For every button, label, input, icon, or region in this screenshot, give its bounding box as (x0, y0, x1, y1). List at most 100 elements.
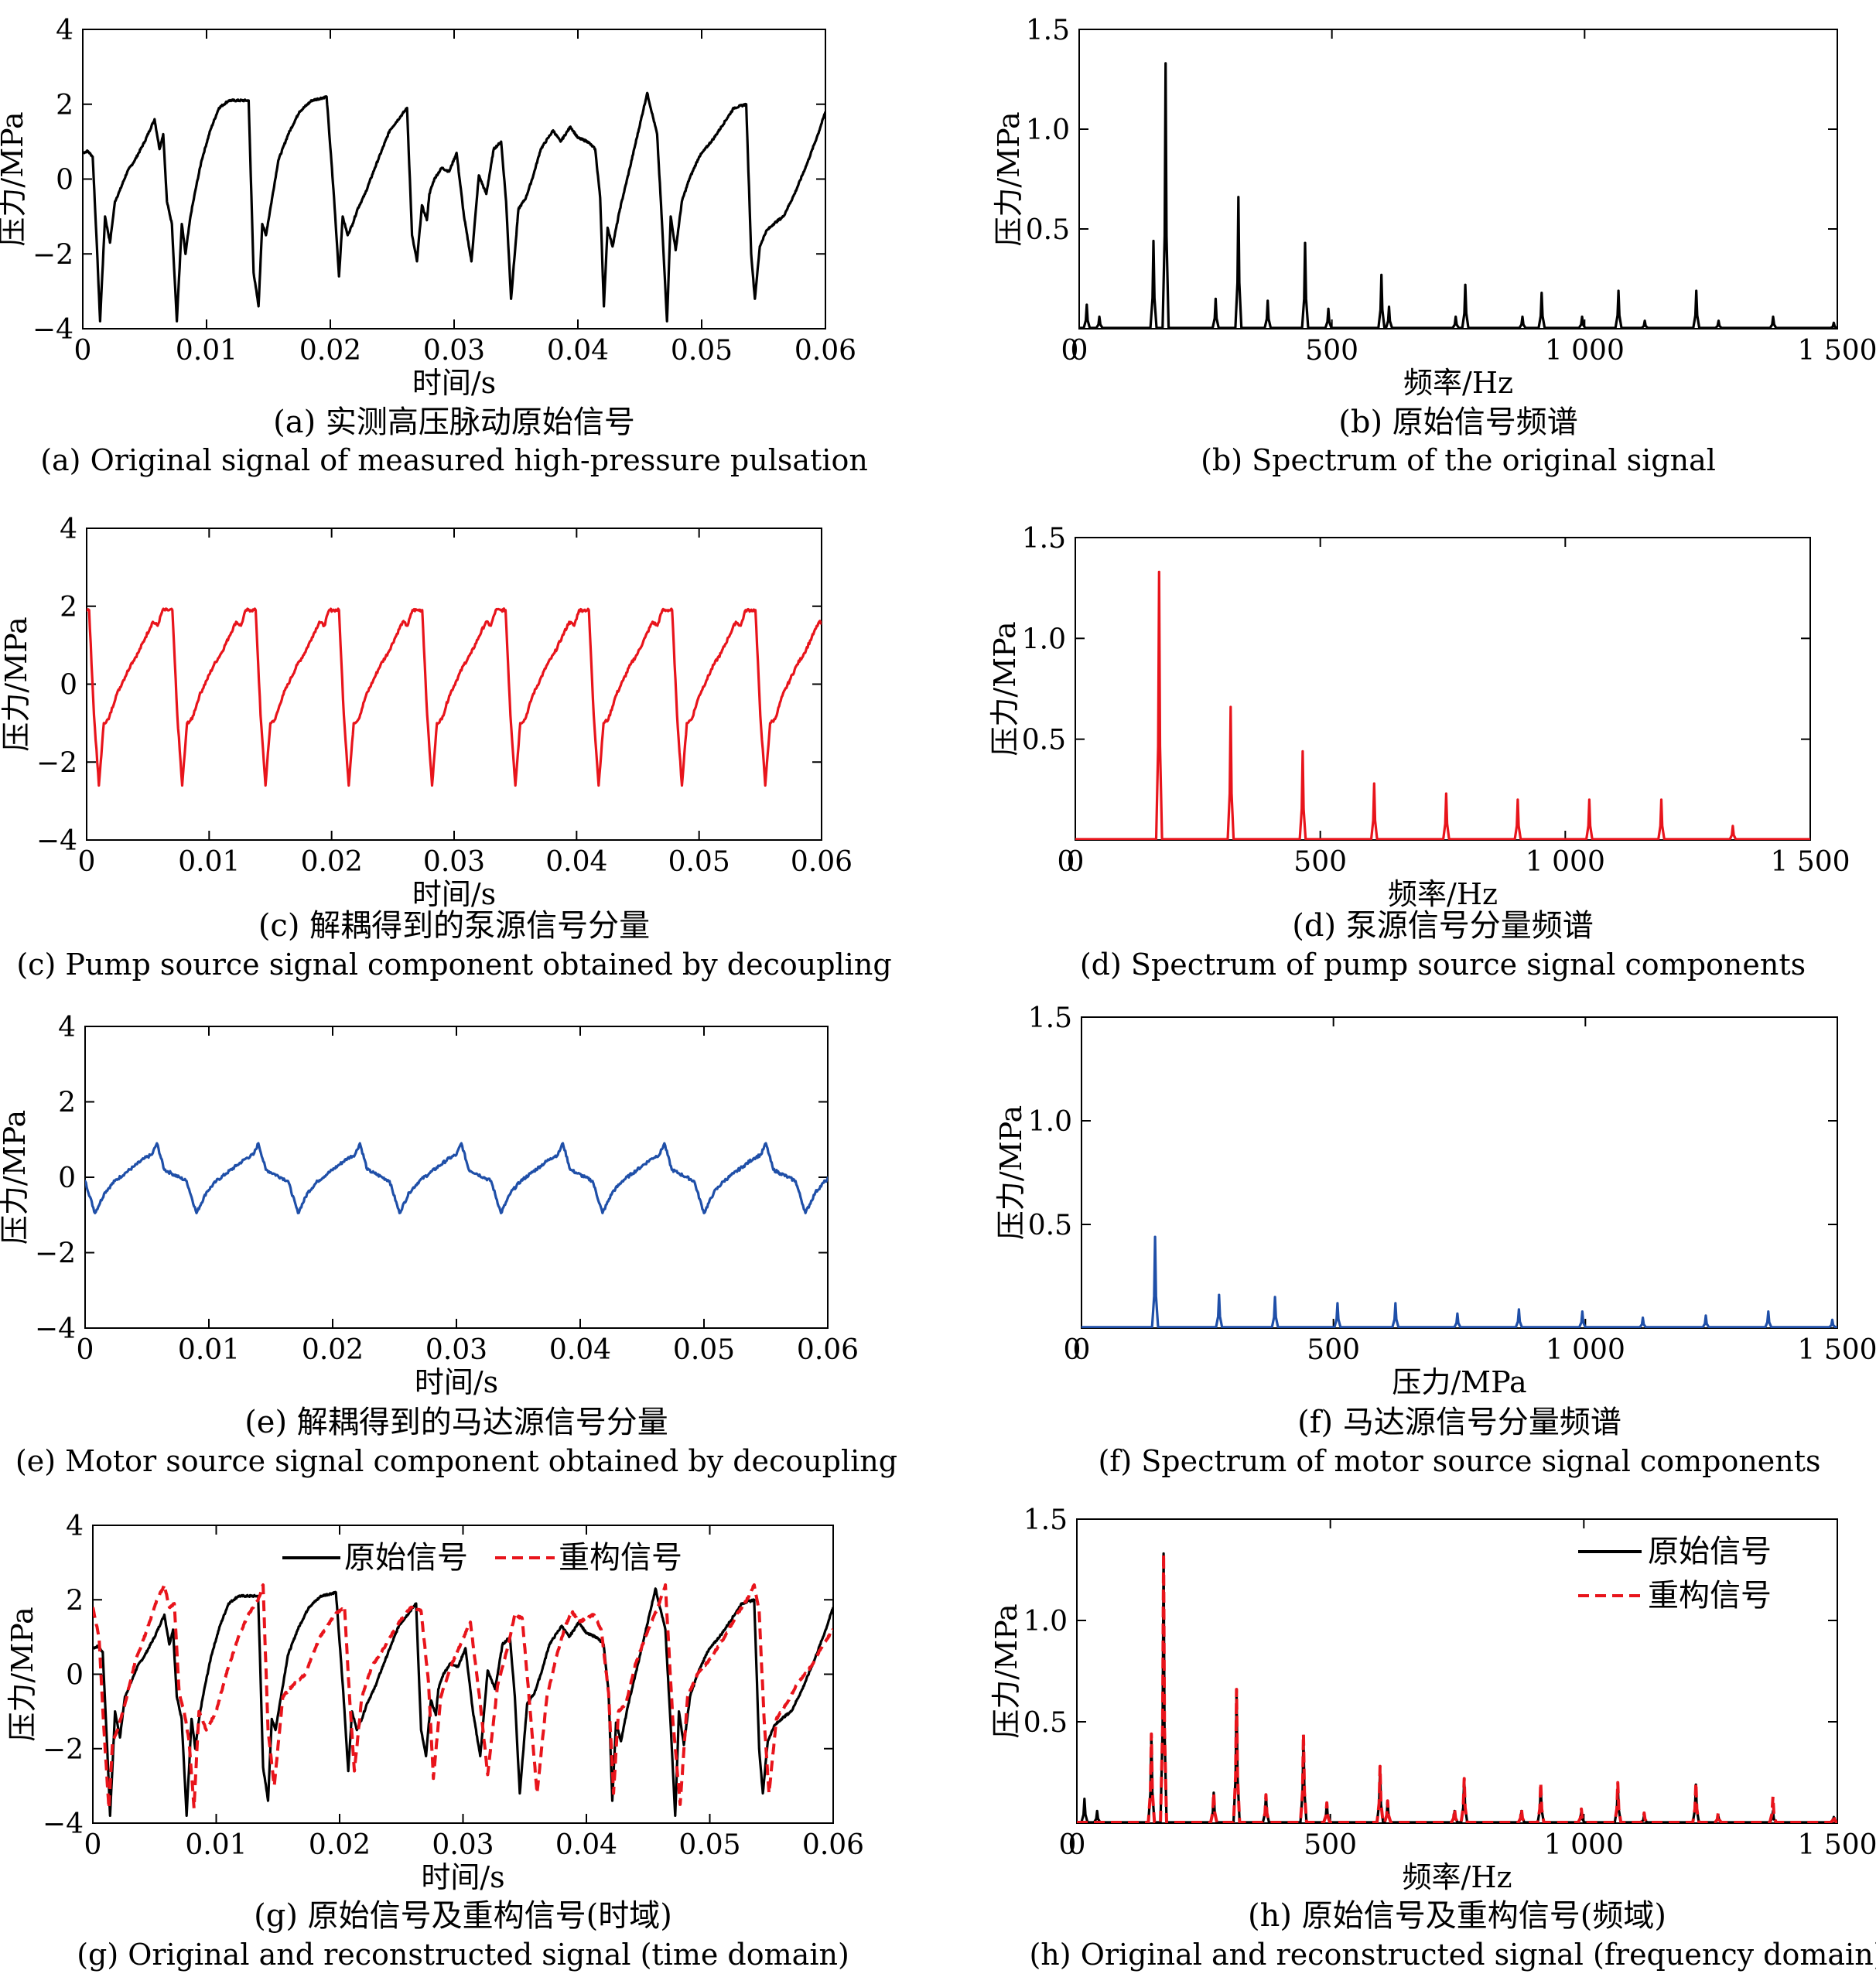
x-tick-label: 0.04 (547, 335, 609, 367)
y-axis-label: 压力/MPa (0, 1110, 32, 1245)
y-tick-label: 4 (60, 514, 77, 545)
x-tick-label: 1 000 (1546, 1334, 1625, 1366)
y-tick-label: 0 (60, 670, 77, 702)
series-e (85, 1142, 828, 1214)
plot-area (1077, 1552, 1837, 1823)
x-tick-label: 0 (84, 1829, 102, 1861)
x-axis-label: 频率/Hz (1388, 877, 1498, 911)
y-tick-label: 4 (66, 1511, 84, 1542)
x-tick-label: 0.05 (671, 335, 733, 367)
axes-frame (84, 1026, 829, 1329)
panel-b: 0 500 1 000 1 500 1.5 1.0 0.5 0 频率/Hz 压力/MPa (b) 原… (992, 15, 1876, 477)
x-tick-label: 0.06 (797, 1334, 859, 1366)
caption-en: (g) Original and reconstructed signal (t… (77, 1938, 849, 1972)
plot-area (83, 91, 825, 323)
y-tick-label: 0.5 (1023, 1707, 1068, 1739)
caption-cn: (a) 实测高压脉动原始信号 (273, 405, 635, 440)
y-tick-label: 2 (56, 90, 73, 121)
series-original (93, 1587, 833, 1817)
x-tick-label: 0.03 (425, 1334, 487, 1366)
series-c (87, 607, 822, 787)
x-tick-label: 0.05 (678, 1829, 740, 1861)
x-tick-label: 0 (1068, 1829, 1086, 1861)
origin-label: 0 (1058, 846, 1075, 878)
x-tick-label: 0.04 (555, 1829, 617, 1861)
plot-area (93, 1583, 833, 1817)
y-tick-label: 0 (58, 1163, 76, 1194)
caption-en: (b) Spectrum of the original signal (1201, 443, 1716, 477)
x-tick-label: 500 (1304, 1829, 1357, 1861)
y-tick-label: −4 (35, 1313, 76, 1345)
y-axis-label: 压力/MPa (992, 111, 1026, 246)
legend: 原始信号重构信号 (282, 1540, 682, 1576)
x-tick-label: 1 500 (1797, 335, 1876, 367)
x-tick-label: 0.03 (432, 1829, 494, 1861)
x-axis-label: 时间/s (412, 877, 496, 911)
x-tick-label: 1 000 (1526, 846, 1605, 878)
y-tick-label: 1.0 (1023, 1606, 1068, 1637)
plot-area (1079, 62, 1837, 329)
y-tick-label: −4 (36, 825, 77, 857)
axes-frame (1078, 29, 1838, 330)
x-tick-label: 1 000 (1544, 1829, 1624, 1861)
x-tick-label: 0.06 (802, 1829, 864, 1861)
x-tick-label: 0.01 (178, 846, 240, 878)
origin-label: 0 (1064, 1334, 1082, 1366)
x-tick-label: 0 (78, 846, 96, 878)
series-f (1082, 1235, 1837, 1328)
caption-en: (f) Spectrum of motor source signal comp… (1098, 1444, 1820, 1478)
x-tick-label: 0.03 (423, 846, 485, 878)
panel-a: 0 0.01 0.02 0.03 0.04 0.05 0.06 4 2 0 −2 −4 时间/s 压力/M… (0, 15, 868, 477)
caption-cn: (d) 泵源信号分量频谱 (1292, 908, 1594, 944)
x-axis-label: 时间/s (421, 1860, 504, 1894)
panel-f: 0 500 1 000 1 500 1.5 1.0 0.5 0 压力/MPa 压力/MPa (f) … (994, 1002, 1876, 1478)
series-b (1079, 62, 1837, 329)
x-tick-label: 1 500 (1797, 1334, 1876, 1366)
y-tick-label: −2 (35, 1238, 76, 1270)
x-tick-label: 0 (1067, 846, 1085, 878)
x-axis-label: 压力/MPa (1392, 1365, 1526, 1399)
x-tick-label: 1 500 (1797, 1829, 1876, 1861)
legend-label-reconstructed: 重构信号 (1648, 1578, 1772, 1613)
axes-frame (1075, 537, 1811, 841)
panel-c: 0 0.01 0.02 0.03 0.04 0.05 0.06 4 2 0 −2 −4 时间/s 压力/M… (0, 514, 892, 982)
x-tick-label: 0.03 (423, 335, 485, 367)
x-tick-label: 500 (1293, 846, 1347, 878)
y-tick-label: 0.5 (1022, 725, 1066, 756)
caption-cn: (h) 原始信号及重构信号(频域) (1248, 1898, 1666, 1934)
y-tick-label: 1.5 (1022, 523, 1066, 555)
x-tick-label: 0.01 (176, 335, 237, 367)
y-tick-label: 1.0 (1022, 623, 1066, 655)
x-tick-label: 0 (1071, 335, 1088, 367)
x-axis-label: 时间/s (415, 1365, 498, 1399)
panel-g: 0 0.01 0.02 0.03 0.04 0.05 0.06 4 2 0 −2 −4 时间/s 压力/M… (5, 1511, 864, 1972)
caption-cn: (e) 解耦得到的马达源信号分量 (244, 1405, 668, 1440)
x-tick-label: 1 000 (1545, 335, 1625, 367)
plot-area (1075, 570, 1810, 840)
x-tick-label: 0 (74, 335, 92, 367)
x-tick-label: 500 (1305, 335, 1358, 367)
y-tick-label: −4 (43, 1808, 84, 1840)
x-tick-label: 0.02 (309, 1829, 371, 1861)
plot-area (87, 607, 822, 787)
x-axis-label: 时间/s (412, 366, 496, 400)
caption-cn: (f) 马达源信号分量频谱 (1297, 1405, 1621, 1440)
y-tick-label: −2 (36, 747, 77, 779)
x-tick-label: 0.06 (794, 335, 856, 367)
y-tick-label: −2 (32, 239, 73, 271)
y-axis-label: 压力/MPa (5, 1607, 39, 1741)
x-tick-label: 0.06 (791, 846, 853, 878)
y-tick-label: 1.0 (1028, 1106, 1072, 1138)
x-tick-label: 0 (1073, 1334, 1091, 1366)
y-tick-label: −4 (32, 314, 73, 346)
y-tick-label: 1.5 (1028, 1002, 1072, 1034)
x-tick-label: 0.04 (549, 1334, 611, 1366)
y-tick-label: 4 (58, 1012, 76, 1043)
x-tick-label: 0.01 (185, 1829, 247, 1861)
axes-frame (82, 29, 826, 330)
y-tick-label: 0 (66, 1660, 84, 1692)
caption-cn: (g) 原始信号及重构信号(时域) (254, 1898, 672, 1934)
caption-cn: (c) 解耦得到的泵源信号分量 (258, 908, 650, 944)
